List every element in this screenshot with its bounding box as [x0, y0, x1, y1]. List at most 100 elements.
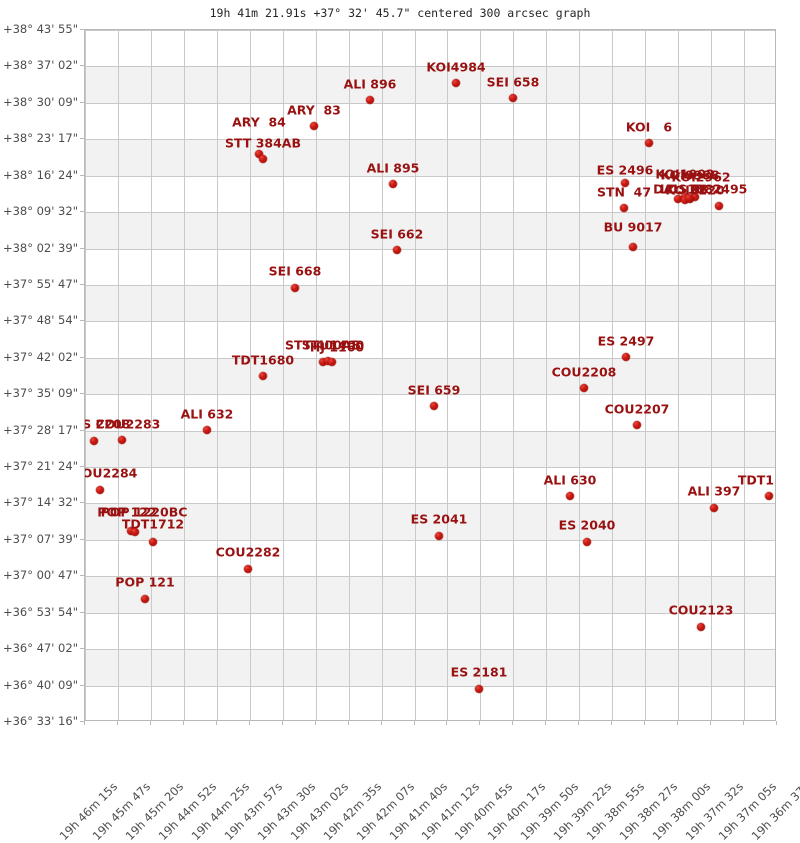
gridline-vertical	[612, 30, 613, 720]
star-marker[interactable]	[621, 179, 629, 187]
star-marker[interactable]	[203, 426, 211, 434]
star-marker[interactable]	[131, 528, 139, 536]
star-marker[interactable]	[141, 595, 149, 603]
gridline-horizontal	[85, 139, 775, 140]
star-marker[interactable]	[645, 139, 653, 147]
star-marker[interactable]	[583, 538, 591, 546]
gridline-vertical	[184, 30, 185, 720]
star-label: COU2208	[551, 364, 617, 380]
star-label: ES 2496	[596, 162, 654, 178]
star-label: POP 121	[115, 574, 175, 590]
star-marker[interactable]	[452, 79, 460, 87]
star-marker[interactable]	[259, 372, 267, 380]
y-tick-label: +38° 37' 02"	[2, 58, 78, 73]
gridline-horizontal	[85, 321, 775, 322]
y-tick-label: +38° 09' 32"	[2, 204, 78, 219]
star-label: DAL 6	[653, 181, 703, 197]
star-marker[interactable]	[509, 94, 517, 102]
star-marker[interactable]	[580, 384, 588, 392]
gridline-horizontal	[85, 649, 775, 650]
y-tick-label: +37° 28' 17"	[2, 422, 78, 437]
gridline-horizontal	[85, 176, 775, 177]
gridline-horizontal	[85, 103, 775, 104]
star-marker[interactable]	[622, 353, 630, 361]
star-marker[interactable]	[691, 193, 699, 201]
background-band	[85, 503, 775, 540]
star-marker[interactable]	[620, 204, 628, 212]
x-tick-mark	[710, 721, 711, 725]
star-marker[interactable]	[435, 532, 443, 540]
page-title: 19h 41m 21.91s +37° 32' 45.7" centered 3…	[209, 6, 591, 20]
star-marker[interactable]	[389, 180, 397, 188]
star-marker[interactable]	[674, 195, 682, 203]
star-marker[interactable]	[259, 155, 267, 163]
y-tick-label: +36° 33' 16"	[2, 714, 78, 728]
star-label: ES 2181	[450, 664, 508, 680]
star-marker[interactable]	[96, 486, 104, 494]
y-tick-label: +38° 16' 24"	[2, 167, 78, 182]
plot-area[interactable]: KOI4984 SEI 658 ALI 896 ARY 83 ARY 84 STT 384…	[84, 29, 776, 721]
star-label: SEI 668	[268, 263, 322, 279]
gridline-vertical	[85, 30, 86, 720]
x-tick-mark	[611, 721, 612, 725]
y-tick-label: +38° 23' 17"	[2, 131, 78, 146]
star-marker[interactable]	[319, 358, 327, 366]
star-label: STT 384AB	[225, 135, 301, 151]
gridline-horizontal	[85, 686, 775, 687]
y-tick-label: +37° 35' 09"	[2, 386, 78, 401]
gridline-vertical	[711, 30, 712, 720]
x-tick-mark	[578, 721, 579, 725]
y-tick-label: +37° 42' 02"	[2, 349, 78, 364]
star-marker[interactable]	[629, 243, 637, 251]
star-marker[interactable]	[90, 437, 98, 445]
x-tick-mark	[183, 721, 184, 725]
x-tick-mark	[545, 721, 546, 725]
star-marker[interactable]	[366, 96, 374, 104]
x-tick-mark	[348, 721, 349, 725]
star-marker[interactable]	[255, 150, 263, 158]
star-chart-page: 19h 41m 21.91s +37° 32' 45.7" centered 3…	[2, 6, 800, 843]
star-label: TDT1583	[737, 472, 775, 488]
gridline-horizontal	[85, 394, 775, 395]
star-marker[interactable]	[430, 402, 438, 410]
star-label: ES 2497	[597, 333, 655, 349]
y-tick-mark	[80, 539, 84, 540]
star-marker[interactable]	[765, 492, 773, 500]
star-label: STN 47	[596, 184, 652, 200]
star-marker[interactable]	[697, 623, 705, 631]
y-tick-mark	[80, 248, 84, 249]
star-marker[interactable]	[710, 504, 718, 512]
y-tick-mark	[80, 211, 84, 212]
star-label: ARY 83	[287, 102, 341, 118]
background-band	[85, 139, 775, 176]
star-marker[interactable]	[475, 685, 483, 693]
y-tick-label: +37° 21' 24"	[2, 459, 78, 474]
x-tick-mark	[446, 721, 447, 725]
star-marker[interactable]	[328, 358, 336, 366]
star-marker[interactable]	[291, 284, 299, 292]
background-band	[85, 357, 775, 395]
gridline-vertical	[678, 30, 679, 720]
y-tick-mark	[80, 393, 84, 394]
y-tick-mark	[80, 138, 84, 139]
star-marker[interactable]	[149, 538, 157, 546]
star-marker[interactable]	[244, 565, 252, 573]
star-marker[interactable]	[393, 246, 401, 254]
gridline-vertical	[316, 30, 317, 720]
star-label: ALI 630	[543, 472, 597, 488]
star-label: ALI 895	[366, 160, 420, 176]
star-marker[interactable]	[310, 122, 318, 130]
star-marker[interactable]	[118, 436, 126, 444]
star-marker[interactable]	[685, 194, 693, 202]
x-tick-mark	[644, 721, 645, 725]
y-tick-mark	[80, 648, 84, 649]
x-tick-mark	[414, 721, 415, 725]
star-label: COU2207	[604, 401, 670, 417]
gridline-horizontal	[85, 66, 775, 67]
gridline-vertical	[447, 30, 448, 720]
star-marker[interactable]	[715, 202, 723, 210]
star-marker[interactable]	[566, 492, 574, 500]
gridline-vertical	[151, 30, 152, 720]
star-marker[interactable]	[633, 421, 641, 429]
star-label: KOI0988	[660, 167, 720, 183]
